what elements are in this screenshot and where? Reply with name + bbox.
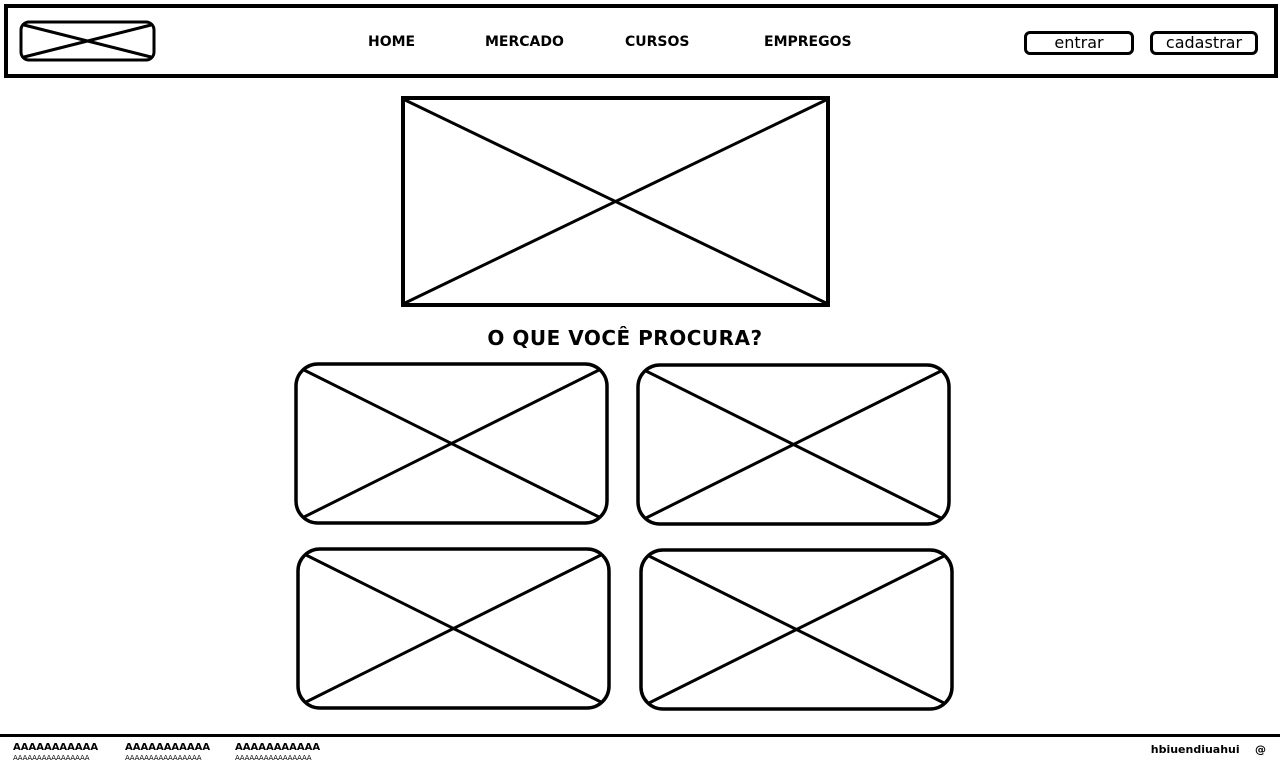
- footer-column-text[interactable]: AAAAAAAAAAAAAAAA: [235, 754, 312, 762]
- footer-contact: hbiuendiuahui @: [1151, 743, 1266, 756]
- nav-cursos-link[interactable]: CURSOS: [625, 34, 690, 50]
- footer-column-text[interactable]: AAAAAAAAAAAAAAAA: [13, 754, 90, 762]
- category-card-1[interactable]: [294, 362, 609, 525]
- nav-mercado-link[interactable]: MERCADO: [485, 34, 564, 50]
- category-card-3[interactable]: [296, 547, 611, 710]
- footer-column-title[interactable]: AAAAAAAAAAA: [235, 742, 321, 753]
- category-card-2[interactable]: [636, 363, 951, 526]
- signup-button[interactable]: cadastrar: [1150, 31, 1258, 55]
- category-card-4[interactable]: [639, 548, 954, 711]
- login-button[interactable]: entrar: [1024, 31, 1134, 55]
- top-navbar: HOME MERCADO CURSOS EMPREGOS entrar cada…: [4, 4, 1278, 78]
- at-icon[interactable]: @: [1255, 743, 1266, 756]
- footer-divider: [0, 734, 1280, 737]
- footer-column-title[interactable]: AAAAAAAAAAA: [13, 742, 99, 753]
- nav-home-link[interactable]: HOME: [368, 34, 416, 50]
- section-heading: O QUE VOCÊ PROCURA?: [487, 326, 763, 350]
- footer-column-title[interactable]: AAAAAAAAAAA: [125, 742, 211, 753]
- logo-placeholder-icon[interactable]: [19, 20, 156, 62]
- nav-empregos-link[interactable]: EMPREGOS: [764, 34, 852, 50]
- footer-column-1: AAAAAAAAAAA AAAAAAAAAAAAAAAA: [13, 742, 98, 763]
- hero-image-placeholder: [401, 96, 830, 307]
- footer-column-3: AAAAAAAAAAA AAAAAAAAAAAAAAAA: [235, 742, 320, 763]
- footer-contact-text[interactable]: hbiuendiuahui: [1150, 743, 1240, 756]
- footer-column-2: AAAAAAAAAAA AAAAAAAAAAAAAAAA: [125, 742, 210, 763]
- footer-column-text[interactable]: AAAAAAAAAAAAAAAA: [125, 754, 202, 762]
